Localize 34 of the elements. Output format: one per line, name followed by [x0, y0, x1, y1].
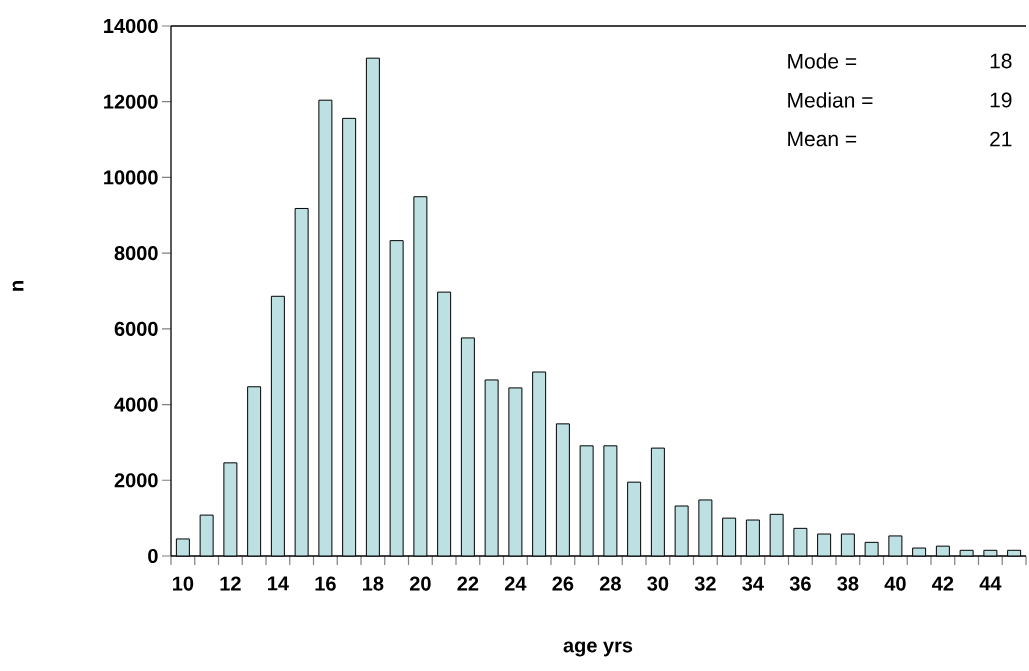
x-tick-label: 32: [694, 576, 716, 591]
x-tick-label: 38: [837, 576, 859, 591]
x-tick-label: 42: [932, 576, 954, 591]
y-axis-title: n: [12, 281, 24, 291]
y-tick-label: 4000: [114, 397, 158, 412]
x-tick-label: 22: [457, 576, 479, 591]
x-tick-label: 10: [173, 576, 194, 591]
annotation: 19: [990, 92, 1012, 108]
x-axis-title: age yrs: [563, 641, 633, 657]
annotation: 18: [990, 53, 1012, 69]
y-tick-label: 14000: [104, 18, 158, 34]
y-tick-label: 2000: [114, 473, 158, 488]
annotation: Mean =: [788, 131, 857, 147]
x-tick-label: 12: [220, 576, 241, 591]
x-tick-label: 34: [742, 576, 764, 591]
x-tick-label: 24: [504, 576, 527, 591]
y-tick-label: 10000: [104, 170, 158, 185]
x-tick-label: 26: [552, 576, 574, 591]
x-tick-label: 36: [789, 576, 811, 591]
x-tick-label: 16: [315, 576, 336, 591]
x-tick-label: 18: [363, 576, 384, 591]
annotation: 21: [990, 131, 1012, 147]
x-tick-label: 14: [268, 576, 289, 591]
annotation: Median =: [788, 92, 873, 108]
y-tick-label: 6000: [114, 321, 158, 336]
x-tick-label: 30: [647, 576, 669, 591]
x-tick-label: 28: [599, 576, 621, 591]
y-tick-label: 12000: [104, 94, 158, 109]
x-tick-label: 40: [884, 576, 906, 591]
y-tick-label: 8000: [114, 246, 158, 261]
y-tick-label: 0: [148, 548, 158, 564]
annotation: Mode =: [788, 53, 857, 69]
x-tick-label: 44: [979, 576, 1002, 591]
x-tick-label: 20: [409, 576, 431, 591]
